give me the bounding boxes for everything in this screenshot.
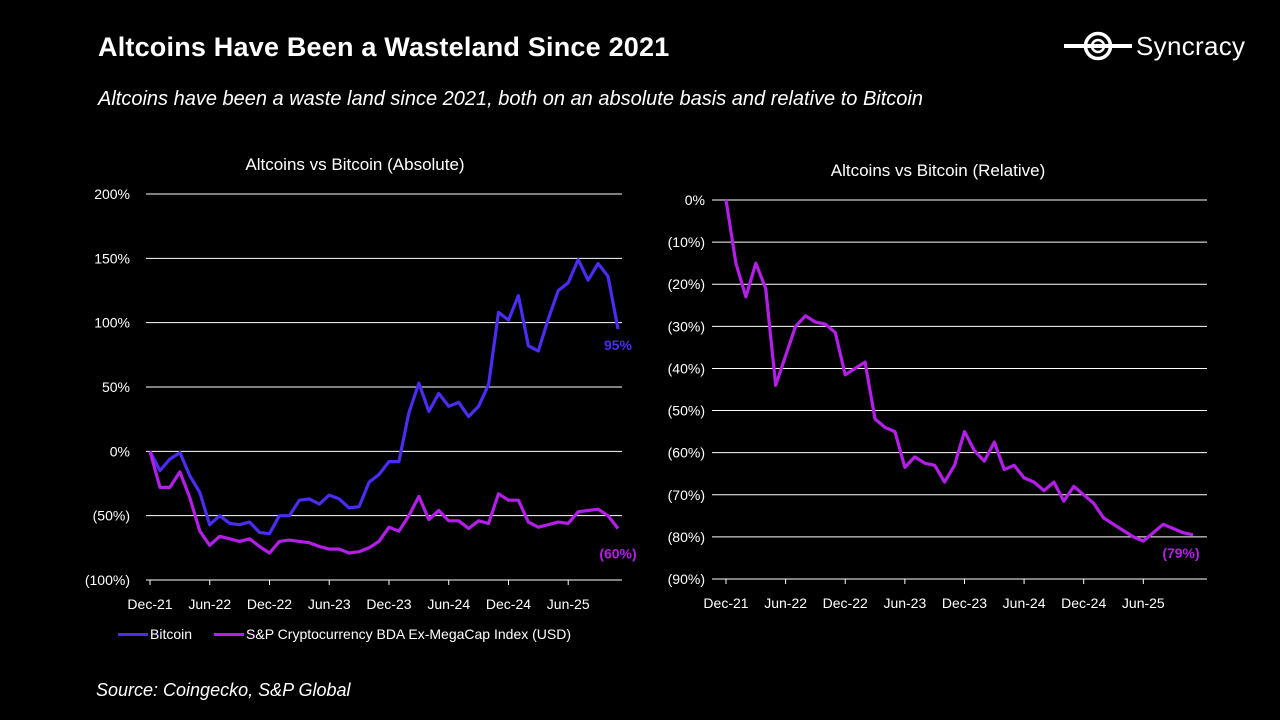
y-tick-label: (10%) bbox=[668, 234, 705, 250]
end-value-label: 95% bbox=[604, 337, 633, 353]
syncracy-logo: Syncracy bbox=[1064, 28, 1245, 64]
legend-swatch-bitcoin bbox=[118, 632, 148, 636]
y-tick-label: 200% bbox=[94, 186, 130, 202]
x-tick-label: Dec-23 bbox=[366, 596, 411, 612]
y-tick-label: (30%) bbox=[668, 318, 705, 334]
source-note: Source: Coingecko, S&P Global bbox=[96, 680, 351, 700]
x-tick-label: Dec-24 bbox=[1061, 595, 1106, 611]
x-tick-label: Dec-22 bbox=[247, 596, 292, 612]
legend-swatch-index bbox=[214, 632, 245, 636]
series-line-0-1 bbox=[148, 450, 620, 555]
series-line-1-0 bbox=[724, 199, 1194, 543]
y-tick-label: (70%) bbox=[668, 487, 705, 503]
y-tick-label: (20%) bbox=[668, 276, 705, 292]
y-tick-label: (50%) bbox=[93, 508, 130, 524]
chart-title: Altcoins vs Bitcoin (Relative) bbox=[831, 161, 1045, 180]
x-tick-label: Dec-24 bbox=[486, 596, 531, 612]
legend-label-bitcoin: Bitcoin bbox=[150, 626, 193, 642]
x-tick-label: Dec-23 bbox=[942, 595, 987, 611]
chart-absolute: Altcoins vs Bitcoin (Absolute) 200% 150% 10… bbox=[85, 155, 637, 612]
chart-legend: Bitcoin S&P Cryptocurrency BDA Ex-MegaCa… bbox=[118, 626, 593, 642]
y-tick-label: (100%) bbox=[85, 572, 130, 588]
y-tick-label: 0% bbox=[110, 443, 130, 459]
y-tick-label: 150% bbox=[94, 250, 130, 266]
x-tick-label: Jun-23 bbox=[308, 596, 351, 612]
y-tick-label: 50% bbox=[102, 379, 130, 395]
page-title: Altcoins Have Been a Wasteland Since 202… bbox=[98, 32, 670, 62]
logo-text: Syncracy bbox=[1136, 30, 1246, 61]
y-tick-label: (40%) bbox=[668, 360, 705, 376]
series-line-0-0 bbox=[148, 258, 620, 536]
x-tick-label: Jun-22 bbox=[764, 595, 807, 611]
legend-item-index: S&P Cryptocurrency BDA Ex-MegaCap Index … bbox=[214, 626, 571, 642]
y-tick-label: 0% bbox=[685, 192, 705, 208]
x-tick-label: Dec-22 bbox=[823, 595, 868, 611]
x-tick-label: Jun-25 bbox=[1122, 595, 1165, 611]
legend-label-index: S&P Cryptocurrency BDA Ex-MegaCap Index … bbox=[246, 626, 572, 642]
y-tick-label: (50%) bbox=[668, 403, 705, 419]
legend-item-bitcoin: Bitcoin bbox=[118, 626, 192, 642]
x-tick-label: Jun-23 bbox=[883, 595, 926, 611]
x-tick-label: Dec-21 bbox=[703, 595, 748, 611]
x-tick-label: Jun-22 bbox=[188, 596, 231, 612]
x-tick-label: Jun-24 bbox=[1003, 595, 1046, 611]
y-tick-label: (60%) bbox=[668, 445, 705, 461]
y-tick-label: (80%) bbox=[668, 529, 705, 545]
end-value-label: (60%) bbox=[599, 546, 636, 562]
chart-title: Altcoins vs Bitcoin (Absolute) bbox=[245, 155, 464, 174]
x-tick-label: Jun-25 bbox=[547, 596, 590, 612]
x-tick-label: Jun-24 bbox=[427, 596, 470, 612]
y-tick-label: 100% bbox=[94, 315, 130, 331]
y-tick-label: (90%) bbox=[668, 571, 705, 587]
page-subtitle: Altcoins have been a waste land since 20… bbox=[98, 88, 923, 110]
x-tick-label: Dec-21 bbox=[127, 596, 172, 612]
chart-relative: Altcoins vs Bitcoin (Relative) 0% (10%) (20… bbox=[668, 161, 1207, 611]
syncracy-logo-icon bbox=[1064, 31, 1132, 61]
end-value-label: (79%) bbox=[1162, 545, 1199, 561]
